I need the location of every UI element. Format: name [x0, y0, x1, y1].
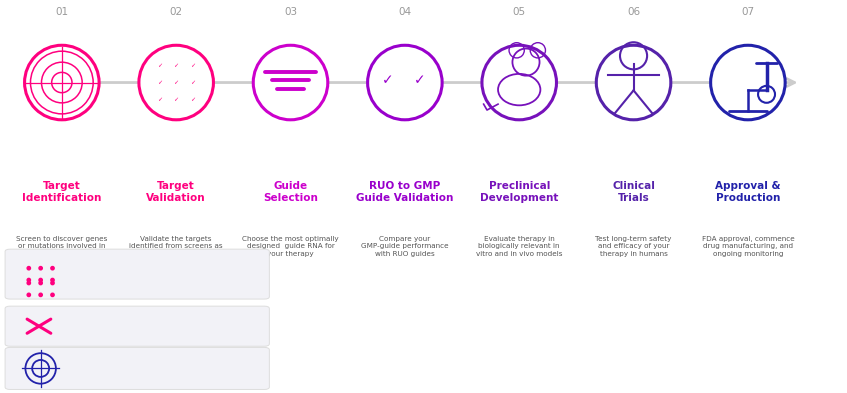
Ellipse shape [26, 281, 31, 285]
FancyBboxPatch shape [5, 306, 269, 346]
Ellipse shape [50, 266, 55, 270]
Text: ✓: ✓ [174, 97, 179, 102]
Text: Choose the most optimally
designed  guide RNA for
your therapy: Choose the most optimally designed guide… [242, 236, 339, 257]
Text: ✓: ✓ [382, 73, 394, 88]
Ellipse shape [26, 266, 31, 270]
Ellipse shape [26, 278, 31, 283]
Text: 04: 04 [398, 7, 412, 17]
Text: ✓: ✓ [191, 80, 196, 85]
Text: Evaluate therapy in
biologically relevant in
vitro and in vivo models: Evaluate therapy in biologically relevan… [476, 236, 562, 257]
Text: Validate the targets
identified from screens as
therapy candidates: Validate the targets identified from scr… [130, 236, 223, 257]
Ellipse shape [26, 292, 31, 297]
FancyBboxPatch shape [5, 249, 269, 299]
Text: FDA approval, commence
drug manufacturing, and
ongoing monitoring: FDA approval, commence drug manufacturin… [701, 236, 794, 257]
Text: Preclinical
Development: Preclinical Development [480, 181, 558, 203]
Ellipse shape [38, 281, 43, 285]
Ellipse shape [25, 45, 99, 120]
Text: Guide
Selection: Guide Selection [263, 181, 318, 203]
Text: ✓: ✓ [157, 63, 162, 68]
FancyBboxPatch shape [5, 347, 269, 389]
Text: Arrayed CRISPR Screening
gRNA & Engineered Cell Libraries: Arrayed CRISPR Screening gRNA & Engineer… [74, 264, 232, 285]
Text: Test long-term safety
and efficacy of your
therapy in humans: Test long-term safety and efficacy of yo… [595, 236, 672, 257]
Ellipse shape [596, 45, 671, 120]
Ellipse shape [38, 292, 43, 297]
Text: 06: 06 [627, 7, 640, 17]
Ellipse shape [38, 266, 43, 270]
Text: RUO to GMP
Guide Validation: RUO to GMP Guide Validation [357, 181, 453, 203]
Ellipse shape [50, 278, 55, 283]
Text: ✓: ✓ [191, 97, 196, 102]
Ellipse shape [711, 45, 785, 120]
Ellipse shape [253, 45, 328, 120]
Text: ✓: ✓ [174, 80, 179, 85]
Text: Approval &
Production: Approval & Production [715, 181, 781, 203]
Text: 01: 01 [55, 7, 69, 17]
Text: Target
Identification: Target Identification [22, 181, 102, 203]
Ellipse shape [50, 281, 55, 285]
Ellipse shape [139, 45, 213, 120]
Text: 05: 05 [512, 7, 526, 17]
Text: 03: 03 [284, 7, 297, 17]
Ellipse shape [50, 292, 55, 297]
Ellipse shape [482, 45, 556, 120]
Text: 07: 07 [741, 7, 755, 17]
Text: Target
Validation: Target Validation [147, 181, 206, 203]
Text: ✓: ✓ [157, 80, 162, 85]
Ellipse shape [368, 45, 442, 120]
Text: Screen to discover genes
or mutations involved in
a disease of interest: Screen to discover genes or mutations in… [16, 236, 108, 257]
Text: Clinical
Trials: Clinical Trials [612, 181, 655, 203]
Text: ✓: ✓ [157, 97, 162, 102]
Text: ✓: ✓ [174, 63, 179, 68]
Text: 02: 02 [169, 7, 183, 17]
Text: Gene Knockout Kits: Gene Knockout Kits [74, 322, 166, 331]
Text: ✓: ✓ [414, 73, 426, 88]
Ellipse shape [38, 278, 43, 283]
Text: ✓: ✓ [191, 63, 196, 68]
Text: Compare your
GMP-guide performance
with RUO guides: Compare your GMP-guide performance with … [361, 236, 449, 257]
Text: Express Immortalized
Knockout Pools: Express Immortalized Knockout Pools [74, 358, 176, 379]
